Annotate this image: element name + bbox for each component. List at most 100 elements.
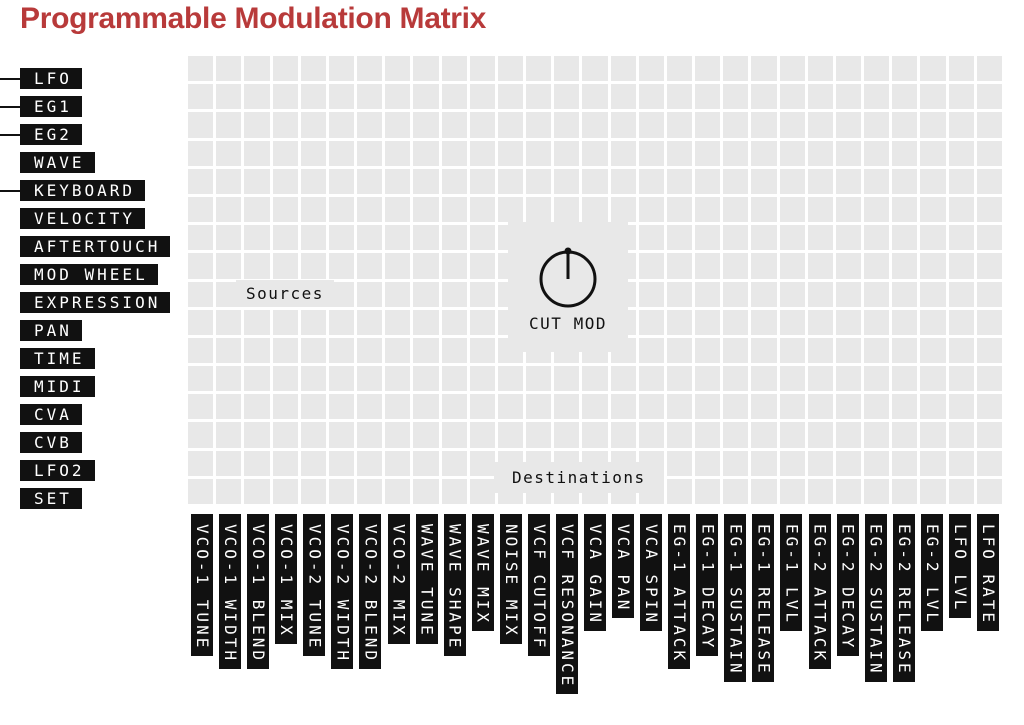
matrix-cell[interactable] xyxy=(300,450,326,476)
source-cvb[interactable]: CVB xyxy=(20,432,82,453)
matrix-cell[interactable] xyxy=(864,478,890,504)
matrix-cell[interactable] xyxy=(497,140,524,166)
matrix-cell[interactable] xyxy=(892,422,918,448)
matrix-cell[interactable] xyxy=(188,112,214,138)
matrix-cell[interactable] xyxy=(216,422,242,448)
matrix-cell[interactable] xyxy=(695,168,721,194)
matrix-cell[interactable] xyxy=(864,196,890,223)
matrix-cell[interactable] xyxy=(188,84,214,110)
matrix-cell[interactable] xyxy=(666,253,693,279)
matrix-cell[interactable] xyxy=(751,253,777,279)
matrix-cell[interactable] xyxy=(188,196,214,223)
matrix-cell[interactable] xyxy=(188,309,214,335)
matrix-cell[interactable] xyxy=(751,84,777,110)
matrix-cell[interactable] xyxy=(948,196,974,223)
matrix-cell[interactable] xyxy=(188,140,214,166)
matrix-cell[interactable] xyxy=(357,450,383,476)
matrix-cell[interactable] xyxy=(357,140,383,166)
matrix-cell[interactable] xyxy=(554,196,580,223)
matrix-cell[interactable] xyxy=(920,337,946,364)
matrix-cell[interactable] xyxy=(948,56,974,82)
matrix-cell[interactable] xyxy=(723,225,749,251)
matrix-cell[interactable] xyxy=(695,450,721,476)
cut-mod-knob[interactable]: CUT MOD xyxy=(508,222,628,352)
matrix-cell[interactable] xyxy=(835,112,862,138)
matrix-cell[interactable] xyxy=(779,225,805,251)
matrix-cell[interactable] xyxy=(807,422,833,448)
matrix-cell[interactable] xyxy=(807,112,833,138)
matrix-cell[interactable] xyxy=(638,56,664,82)
matrix-cell[interactable] xyxy=(328,394,355,420)
matrix-cell[interactable] xyxy=(328,196,355,223)
matrix-cell[interactable] xyxy=(948,112,974,138)
matrix-cell[interactable] xyxy=(385,84,411,110)
matrix-cell[interactable] xyxy=(497,84,524,110)
matrix-cell[interactable] xyxy=(300,84,326,110)
matrix-cell[interactable] xyxy=(385,450,411,476)
matrix-cell[interactable] xyxy=(864,168,890,194)
matrix-cell[interactable] xyxy=(864,281,890,307)
matrix-cell[interactable] xyxy=(751,394,777,420)
source-wave[interactable]: WAVE xyxy=(20,152,95,173)
matrix-cell[interactable] xyxy=(666,281,693,307)
matrix-cell[interactable] xyxy=(441,56,467,82)
matrix-cell[interactable] xyxy=(807,281,833,307)
matrix-cell[interactable] xyxy=(413,112,439,138)
matrix-cell[interactable] xyxy=(328,309,355,335)
matrix-cell[interactable] xyxy=(413,196,439,223)
matrix-cell[interactable] xyxy=(779,56,805,82)
matrix-cell[interactable] xyxy=(666,140,693,166)
matrix-cell[interactable] xyxy=(441,366,467,392)
matrix-cell[interactable] xyxy=(751,112,777,138)
matrix-cell[interactable] xyxy=(835,281,862,307)
matrix-cell[interactable] xyxy=(244,450,270,476)
matrix-cell[interactable] xyxy=(413,168,439,194)
matrix-cell[interactable] xyxy=(328,140,355,166)
matrix-cell[interactable] xyxy=(610,56,636,82)
matrix-cell[interactable] xyxy=(188,366,214,392)
destination-vco-1-width[interactable]: VCO-1 WIDTH xyxy=(219,514,242,669)
matrix-cell[interactable] xyxy=(497,366,524,392)
matrix-cell[interactable] xyxy=(272,56,298,82)
matrix-cell[interactable] xyxy=(272,196,298,223)
matrix-cell[interactable] xyxy=(807,366,833,392)
matrix-cell[interactable] xyxy=(920,56,946,82)
matrix-cell[interactable] xyxy=(300,253,326,279)
matrix-cell[interactable] xyxy=(638,225,664,251)
matrix-cell[interactable] xyxy=(413,56,439,82)
matrix-cell[interactable] xyxy=(864,140,890,166)
destination-lfo-rate[interactable]: LFO RATE xyxy=(976,514,999,632)
matrix-cell[interactable] xyxy=(554,394,580,420)
matrix-cell[interactable] xyxy=(385,422,411,448)
matrix-cell[interactable] xyxy=(835,168,862,194)
matrix-cell[interactable] xyxy=(976,84,1002,110)
destination-eg-1-decay[interactable]: EG-1 DECAY xyxy=(696,514,719,657)
matrix-cell[interactable] xyxy=(385,168,411,194)
matrix-cell[interactable] xyxy=(920,281,946,307)
matrix-cell[interactable] xyxy=(216,84,242,110)
matrix-cell[interactable] xyxy=(723,478,749,504)
matrix-cell[interactable] xyxy=(469,112,495,138)
matrix-cell[interactable] xyxy=(695,84,721,110)
matrix-cell[interactable] xyxy=(835,84,862,110)
matrix-cell[interactable] xyxy=(188,450,214,476)
matrix-cell[interactable] xyxy=(216,196,242,223)
matrix-cell[interactable] xyxy=(441,253,467,279)
matrix-cell[interactable] xyxy=(357,84,383,110)
matrix-cell[interactable] xyxy=(723,394,749,420)
matrix-cell[interactable] xyxy=(385,56,411,82)
matrix-cell[interactable] xyxy=(864,309,890,335)
matrix-cell[interactable] xyxy=(751,281,777,307)
matrix-cell[interactable] xyxy=(892,366,918,392)
matrix-cell[interactable] xyxy=(300,337,326,364)
matrix-cell[interactable] xyxy=(188,422,214,448)
matrix-cell[interactable] xyxy=(300,478,326,504)
matrix-cell[interactable] xyxy=(413,281,439,307)
matrix-cell[interactable] xyxy=(469,478,495,504)
matrix-cell[interactable] xyxy=(469,140,495,166)
matrix-cell[interactable] xyxy=(807,309,833,335)
matrix-cell[interactable] xyxy=(272,225,298,251)
matrix-cell[interactable] xyxy=(244,84,270,110)
matrix-cell[interactable] xyxy=(666,450,693,476)
matrix-cell[interactable] xyxy=(638,140,664,166)
